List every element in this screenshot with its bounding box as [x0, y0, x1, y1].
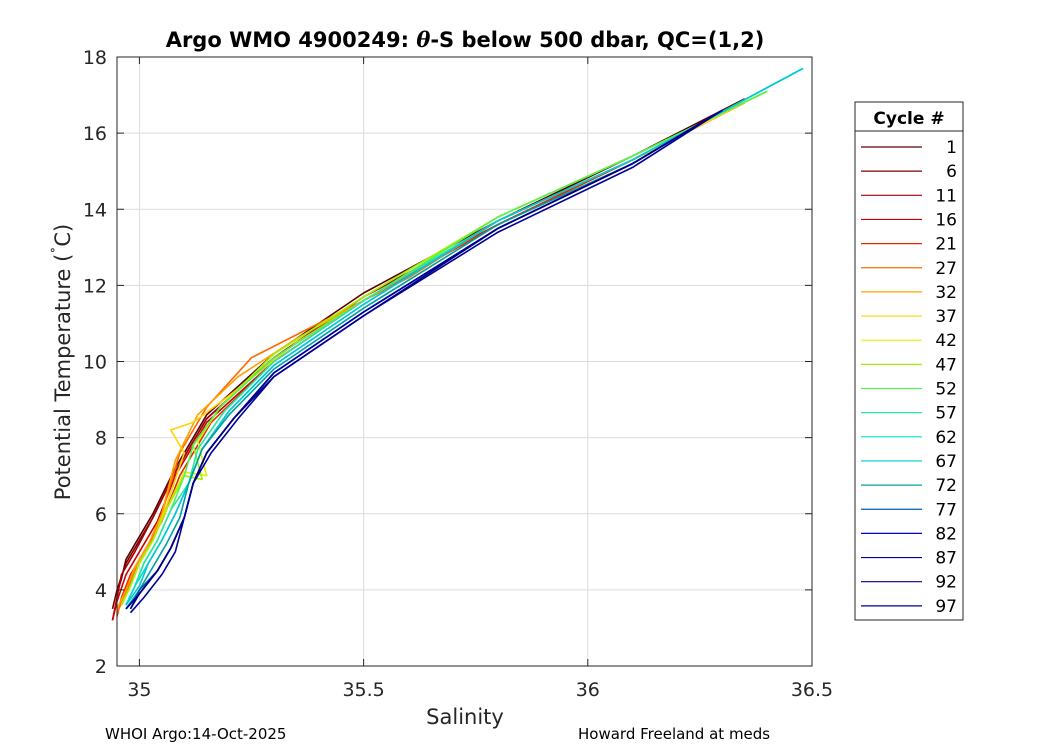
legend-label-62: 62 — [935, 428, 957, 448]
legend-label-47: 47 — [935, 355, 957, 375]
y-tick-label: 8 — [95, 428, 107, 450]
series-line-92 — [129, 109, 723, 610]
legend-label-92: 92 — [935, 573, 957, 593]
legend-label-57: 57 — [935, 404, 957, 424]
y-tick-label: 4 — [95, 580, 107, 602]
footer-right: Howard Freeland at meds — [578, 725, 771, 743]
series-line-97 — [129, 109, 723, 614]
legend: Cycle # 16111621273237424752576267727782… — [854, 101, 964, 621]
legend-label-52: 52 — [935, 380, 957, 400]
legend-label-6: 6 — [946, 162, 957, 182]
ticks: 35 35.5 36 36.5 2 4 6 8 10 12 14 16 18 — [83, 47, 833, 701]
x-tick-label: 35 — [127, 679, 151, 701]
y-tick-label: 2 — [95, 656, 107, 678]
chart-title-part-1: Argo WMO 4900249: — [166, 28, 417, 52]
y-tick-label: 12 — [83, 275, 107, 297]
legend-label-72: 72 — [935, 476, 957, 496]
legend-label-77: 77 — [935, 500, 957, 520]
legend-label-21: 21 — [935, 235, 957, 255]
grid — [117, 56, 813, 667]
y-tick-label: 6 — [95, 504, 107, 526]
x-tick-label: 36.5 — [791, 679, 833, 701]
y-axis-label-part-1: Potential Temperature ( — [51, 254, 75, 501]
legend-label-42: 42 — [935, 331, 957, 351]
y-axis-label: Potential Temperature (˚C) — [50, 224, 75, 500]
legend-label-27: 27 — [935, 259, 957, 279]
y-tick-label: 10 — [83, 352, 107, 374]
legend-label-11: 11 — [935, 186, 957, 206]
legend-title: Cycle # — [873, 109, 944, 129]
x-tick-label: 36 — [576, 679, 600, 701]
chart-title-theta: θ — [416, 27, 430, 52]
x-tick-label: 35.5 — [342, 679, 384, 701]
y-tick-label: 16 — [83, 123, 107, 145]
legend-label-16: 16 — [935, 210, 957, 230]
y-axis-label-degree: ˚ — [50, 247, 67, 254]
series-layer — [111, 67, 804, 621]
legend-label-37: 37 — [935, 307, 957, 327]
series-line-72 — [125, 109, 723, 610]
legend-label-97: 97 — [935, 597, 957, 617]
footer-left: WHOI Argo:14-Oct-2025 — [105, 725, 287, 743]
chart-title-part-2: -S below 500 dbar, QC=(1,2) — [430, 28, 764, 52]
legend-label-1: 1 — [946, 138, 957, 158]
x-axis-label: Salinity — [426, 705, 504, 729]
legend-label-82: 82 — [935, 524, 957, 544]
legend-label-87: 87 — [935, 549, 957, 569]
y-tick-label: 18 — [83, 47, 107, 69]
legend-label-32: 32 — [935, 283, 957, 303]
y-axis-label-part-2: C) — [51, 224, 75, 247]
chart-title: Argo WMO 4900249: θ-S below 500 dbar, QC… — [166, 27, 765, 52]
legend-label-67: 67 — [935, 452, 957, 472]
y-tick-label: 14 — [83, 199, 107, 221]
